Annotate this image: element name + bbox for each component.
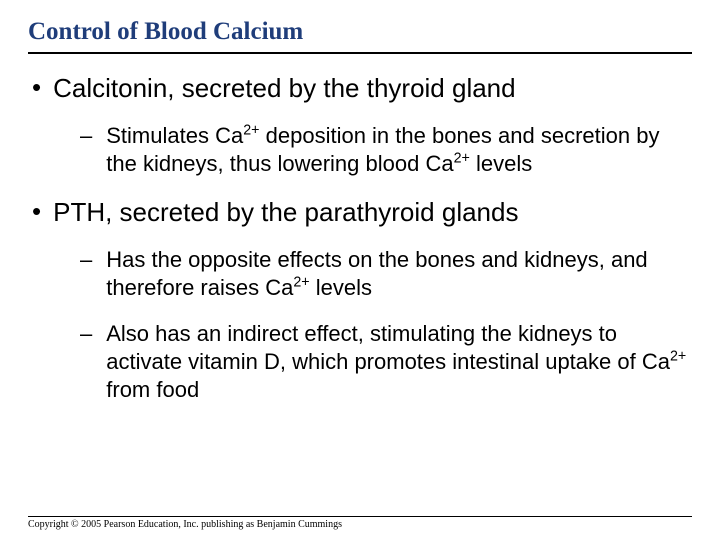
bullet-level1: • Calcitonin, secreted by the thyroid gl… bbox=[28, 72, 692, 104]
bullet-level1: • PTH, secreted by the parathyroid gland… bbox=[28, 196, 692, 228]
bullet-text: PTH, secreted by the parathyroid glands bbox=[53, 196, 518, 228]
bullet-marker: – bbox=[80, 320, 92, 404]
bullet-level2: – Has the opposite effects on the bones … bbox=[80, 246, 692, 302]
bullet-text: Has the opposite effects on the bones an… bbox=[106, 246, 692, 302]
bullet-level2: – Also has an indirect effect, stimulati… bbox=[80, 320, 692, 404]
bullet-text: Also has an indirect effect, stimulating… bbox=[106, 320, 692, 404]
copyright-text: Copyright © 2005 Pearson Education, Inc.… bbox=[28, 516, 692, 530]
bullet-marker: – bbox=[80, 246, 92, 302]
bullet-marker: • bbox=[32, 196, 41, 228]
slide-title: Control of Blood Calcium bbox=[28, 18, 692, 54]
bullet-text: Calcitonin, secreted by the thyroid glan… bbox=[53, 72, 516, 104]
bullet-text: Stimulates Ca2+ deposition in the bones … bbox=[106, 122, 692, 178]
bullet-level2: – Stimulates Ca2+ deposition in the bone… bbox=[80, 122, 692, 178]
bullet-marker: – bbox=[80, 122, 92, 178]
bullet-marker: • bbox=[32, 72, 41, 104]
